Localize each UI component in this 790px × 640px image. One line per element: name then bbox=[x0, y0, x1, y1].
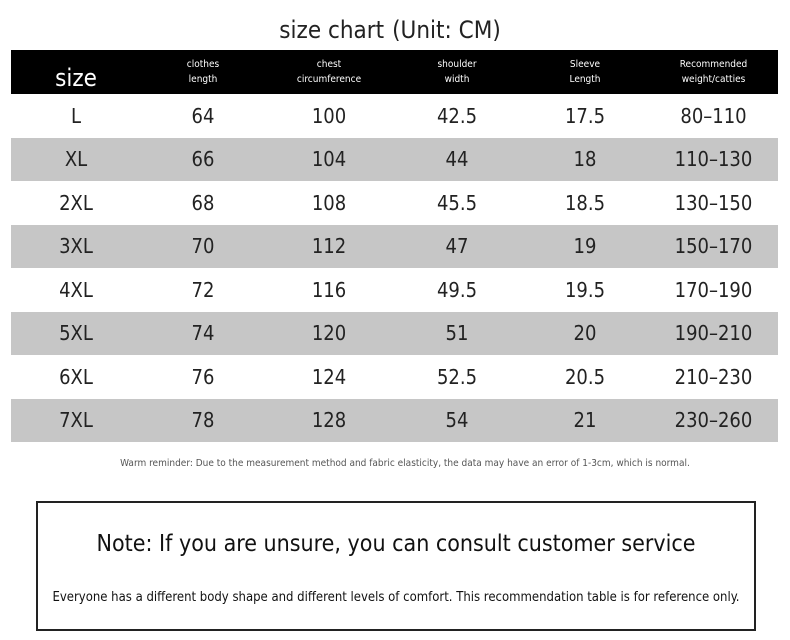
cell: 210–230 bbox=[674, 364, 753, 389]
note-title: Note: If you are unsure, you can consult… bbox=[96, 531, 696, 557]
cell: 190–210 bbox=[674, 321, 753, 346]
header-line: shoulder bbox=[437, 59, 477, 70]
cell: 52.5 bbox=[436, 364, 478, 389]
table-row: 3XL 70 112 47 19 150–170 bbox=[11, 224, 778, 268]
cell: 19.5 bbox=[564, 277, 606, 302]
title: size chart (Unit: CM) bbox=[0, 16, 780, 44]
cell: 54 bbox=[445, 408, 469, 433]
column-header: Recommended weight/catties bbox=[649, 57, 778, 87]
header-line: clothes bbox=[186, 59, 220, 70]
cell: 130–150 bbox=[674, 190, 753, 215]
cell: 120 bbox=[311, 321, 347, 346]
cell: 128 bbox=[311, 408, 347, 433]
cell: 7XL bbox=[59, 408, 93, 433]
cell: 45.5 bbox=[436, 190, 478, 215]
cell: 112 bbox=[311, 234, 347, 259]
cell: 6XL bbox=[59, 364, 93, 389]
header-row: size clothes length chest circumference shoul… bbox=[11, 50, 778, 94]
cell: 5XL bbox=[59, 321, 93, 346]
header-line: circumference bbox=[296, 74, 362, 85]
table-row: 4XL 72 116 49.5 19.5 170–190 bbox=[11, 268, 778, 312]
cell: 20 bbox=[573, 321, 597, 346]
column-header: chest circumference bbox=[265, 57, 393, 87]
cell: 170–190 bbox=[674, 277, 753, 302]
cell: 78 bbox=[191, 408, 215, 433]
cell: 18 bbox=[573, 147, 597, 172]
header-line: width bbox=[444, 74, 470, 85]
cell: 20.5 bbox=[564, 364, 606, 389]
cell: 21 bbox=[573, 408, 597, 433]
cell: 116 bbox=[311, 277, 347, 302]
column-header: clothes length bbox=[141, 57, 265, 87]
cell: 4XL bbox=[59, 277, 93, 302]
cell: 80–110 bbox=[680, 103, 747, 128]
cell: XL bbox=[64, 147, 88, 172]
cell: 230–260 bbox=[674, 408, 753, 433]
cell: 110–130 bbox=[674, 147, 753, 172]
title-text: size chart bbox=[279, 16, 385, 44]
header-line: Length bbox=[569, 74, 601, 85]
cell: 2XL bbox=[59, 190, 93, 215]
cell: 72 bbox=[191, 277, 215, 302]
cell: 108 bbox=[311, 190, 347, 215]
cell: 19 bbox=[573, 234, 597, 259]
note-text: Everyone has a different body shape and … bbox=[52, 590, 740, 605]
cell: L bbox=[70, 103, 82, 128]
header-line: Recommended bbox=[679, 59, 748, 70]
column-header: size bbox=[55, 63, 97, 92]
header-line: Sleeve bbox=[569, 59, 601, 70]
cell: 3XL bbox=[59, 234, 93, 259]
cell: 74 bbox=[191, 321, 215, 346]
table-row: 2XL 68 108 45.5 18.5 130–150 bbox=[11, 181, 778, 225]
cell: 64 bbox=[191, 103, 215, 128]
unit: (Unit: CM) bbox=[392, 16, 501, 44]
cell: 49.5 bbox=[436, 277, 478, 302]
cell: 66 bbox=[191, 147, 215, 172]
cell: 150–170 bbox=[674, 234, 753, 259]
cell: 70 bbox=[191, 234, 215, 259]
cell: 76 bbox=[191, 364, 215, 389]
header-line: chest bbox=[316, 59, 342, 70]
size-table: size clothes length chest circumference shoul… bbox=[11, 50, 778, 442]
column-header: Sleeve Length bbox=[521, 57, 649, 87]
column-header: shoulder width bbox=[393, 57, 521, 87]
cell: 42.5 bbox=[436, 103, 478, 128]
cell: 47 bbox=[445, 234, 469, 259]
cell: 44 bbox=[445, 147, 469, 172]
table-row: 5XL 74 120 51 20 190–210 bbox=[11, 311, 778, 355]
reminder: Warm reminder: Due to the measurement me… bbox=[120, 458, 690, 469]
cell: 68 bbox=[191, 190, 215, 215]
cell: 51 bbox=[445, 321, 469, 346]
table-row: L 64 100 42.5 17.5 80–110 bbox=[11, 94, 778, 138]
cell: 17.5 bbox=[564, 103, 606, 128]
header-line: length bbox=[188, 74, 218, 85]
header-line: weight/catties bbox=[681, 74, 746, 85]
cell: 18.5 bbox=[564, 190, 606, 215]
cell: 124 bbox=[311, 364, 347, 389]
note-box: Note: If you are unsure, you can consult… bbox=[36, 501, 756, 631]
cell: 104 bbox=[311, 147, 347, 172]
table-row: XL 66 104 44 18 110–130 bbox=[11, 137, 778, 181]
table-row: 6XL 76 124 52.5 20.5 210–230 bbox=[11, 355, 778, 399]
cell: 100 bbox=[311, 103, 347, 128]
table-row: 7XL 78 128 54 21 230–260 bbox=[11, 398, 778, 442]
